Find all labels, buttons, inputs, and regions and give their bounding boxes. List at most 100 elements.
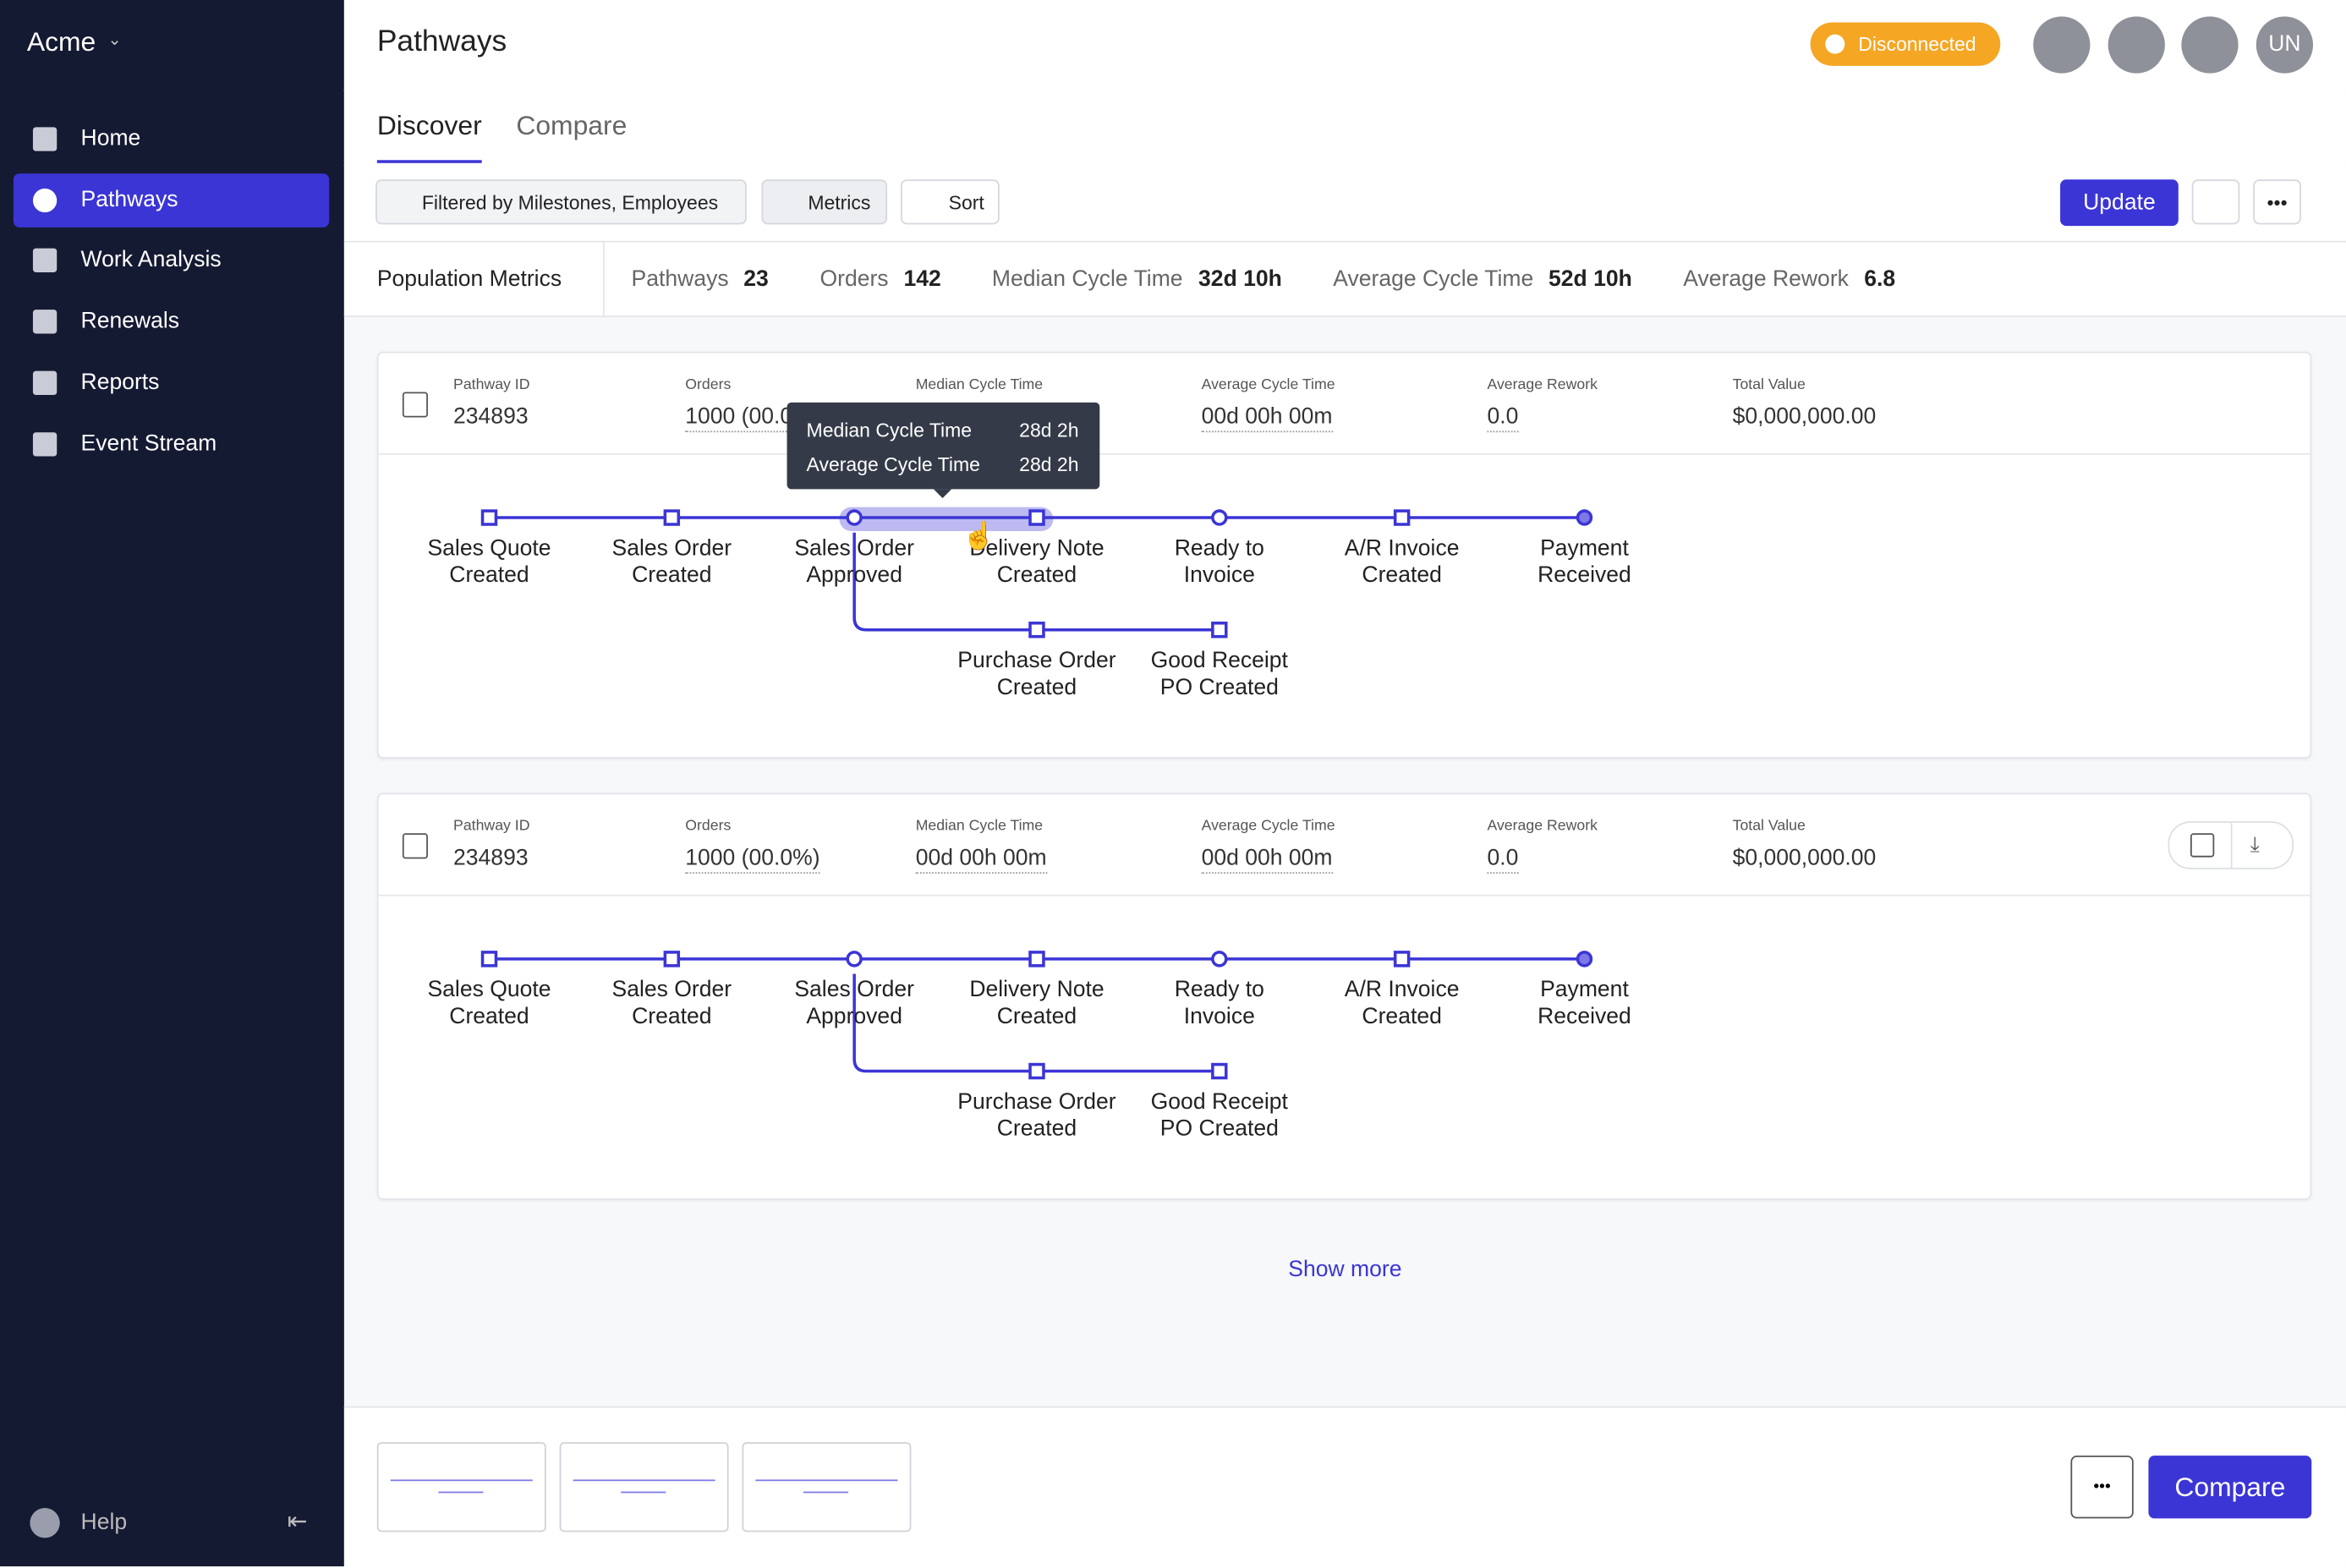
toolbar: Filtered by Milestones, Employees Metric… xyxy=(343,164,2346,243)
card-divider xyxy=(378,452,2310,455)
branch-edge xyxy=(852,973,1220,1073)
thumbnail[interactable] xyxy=(559,1442,729,1532)
view-button[interactable] xyxy=(2190,833,2215,858)
footer-more-button[interactable]: ••• xyxy=(2070,1456,2134,1519)
node xyxy=(1028,621,1045,639)
search-button[interactable] xyxy=(2181,16,2239,74)
node-label-line: Received xyxy=(1538,562,1631,589)
node-label-line: Created xyxy=(449,1003,529,1030)
node-label: Payment Received xyxy=(1487,977,1681,1031)
node-label: A/R Invoice Created xyxy=(1305,977,1499,1031)
collapse-button[interactable]: ⇤ xyxy=(287,1509,308,1535)
field-label: Average Cycle Time xyxy=(1201,376,1335,394)
sort-button[interactable]: Sort xyxy=(900,179,1000,225)
tooltip-value: 28d 2h xyxy=(1019,419,1079,441)
nav-icon xyxy=(32,370,58,395)
avatar[interactable]: UN xyxy=(2256,16,2314,74)
node-label: Delivery Note Created xyxy=(940,535,1134,589)
download-card-button[interactable]: ⤓ xyxy=(2250,831,2260,856)
metric-value: 142 xyxy=(903,266,941,292)
node-label: Sales Quote Created xyxy=(392,535,587,589)
field-value: 0.0 xyxy=(1487,845,1519,874)
nav-item[interactable]: Renewals xyxy=(14,295,329,349)
node-label-line: Sales Quote xyxy=(427,977,551,1003)
node-label-line: Invoice xyxy=(1183,562,1255,589)
field-label: Orders xyxy=(685,376,732,394)
help-icon xyxy=(30,1508,60,1538)
field-label: Median Cycle Time xyxy=(915,818,1044,836)
help-link[interactable]: Help xyxy=(80,1509,128,1535)
more-button[interactable]: ••• xyxy=(2253,179,2301,225)
nav-item[interactable]: Reports xyxy=(14,356,329,410)
tab[interactable]: Discover xyxy=(376,111,482,163)
thumbnail-line xyxy=(755,1479,898,1482)
tooltip-value: 28d 2h xyxy=(1019,452,1079,476)
pathway-diagram xyxy=(480,951,1593,1080)
node xyxy=(663,951,681,968)
node-label-line: Created xyxy=(1362,1003,1442,1030)
field-label: Pathway ID xyxy=(453,818,530,836)
node-label-line: Sales Order xyxy=(611,977,732,1003)
node-label-line: Created xyxy=(996,562,1077,589)
node-label: Good Receipt PO Created xyxy=(1122,1089,1317,1143)
checkbox[interactable] xyxy=(402,833,428,859)
search-toolbar-button[interactable] xyxy=(2191,179,2240,225)
tab[interactable]: Compare xyxy=(516,110,628,141)
node-label-line: Approved xyxy=(806,1003,902,1030)
footer: ••• Compare xyxy=(343,1406,2346,1568)
nav-item[interactable]: Work Analysis xyxy=(14,234,329,288)
update-button[interactable]: Update xyxy=(2060,179,2179,227)
field-value: 1000 (00.0%) xyxy=(685,845,820,874)
node-label-line: Delivery Note xyxy=(969,977,1104,1003)
population-title: Population Metrics xyxy=(376,266,562,292)
node-label: Sales Order Approved xyxy=(757,535,951,589)
field-label: Average Rework xyxy=(1487,818,1598,836)
org-name[interactable]: Acme xyxy=(26,26,96,58)
thumbnail-line xyxy=(573,1479,715,1482)
notifications-button[interactable] xyxy=(2033,16,2091,74)
node xyxy=(1028,509,1045,526)
nav-label: Work Analysis xyxy=(80,247,222,273)
tab-bar: Discover Compare xyxy=(343,90,2346,167)
card-divider xyxy=(378,894,2310,896)
status-badge: Disconnected xyxy=(1810,22,2001,66)
show-more-link[interactable]: Show more xyxy=(1288,1256,1402,1282)
filter-button[interactable]: Filtered by Milestones, Employees xyxy=(375,179,747,225)
tooltip: Median Cycle Time 28d 2h Average Cycle Tim… xyxy=(787,402,1100,499)
nav-item[interactable]: Event Stream xyxy=(14,417,329,471)
download-button[interactable] xyxy=(2108,16,2165,74)
status-icon xyxy=(1825,34,1845,54)
nav-icon xyxy=(32,188,58,212)
nav-label: Pathways xyxy=(80,186,178,212)
metric-label: Pathways xyxy=(631,266,729,292)
node-label: Sales Order Created xyxy=(574,535,769,589)
thumbnail[interactable] xyxy=(376,1442,546,1532)
node-label-line: Sales Order xyxy=(794,977,914,1003)
compare-button[interactable]: Compare xyxy=(2148,1456,2312,1519)
node-label-line: Created xyxy=(632,1003,712,1030)
node xyxy=(1393,509,1411,526)
nav-item[interactable]: Pathways xyxy=(13,173,330,228)
node xyxy=(663,509,681,526)
metric-value: 32d 10h xyxy=(1198,266,1282,292)
node xyxy=(846,951,863,968)
field-value: 00d 00h 00m xyxy=(1201,845,1333,874)
cursor: ☝ xyxy=(962,520,996,551)
field-label: Average Cycle Time xyxy=(1201,818,1335,836)
nav-icon xyxy=(32,127,58,151)
nav-item[interactable]: Home xyxy=(14,112,329,167)
checkbox[interactable] xyxy=(402,392,428,418)
thumbnail[interactable] xyxy=(742,1442,912,1532)
metrics-button[interactable]: Metrics xyxy=(761,179,888,225)
node xyxy=(1211,509,1228,526)
sidebar: Acme ⌄ Help ⇤ Home Pathways Work Analysis R… xyxy=(0,0,344,1567)
node xyxy=(480,951,498,968)
node-label: Sales Quote Created xyxy=(392,977,587,1031)
node xyxy=(846,509,863,526)
card-actions: ⤓ xyxy=(2168,821,2294,869)
node-label-line: Good Receipt xyxy=(1150,647,1288,674)
metric-label: Average Cycle Time xyxy=(1333,266,1534,292)
nav-label: Event Stream xyxy=(80,430,217,456)
page-title: Pathways xyxy=(376,25,507,58)
